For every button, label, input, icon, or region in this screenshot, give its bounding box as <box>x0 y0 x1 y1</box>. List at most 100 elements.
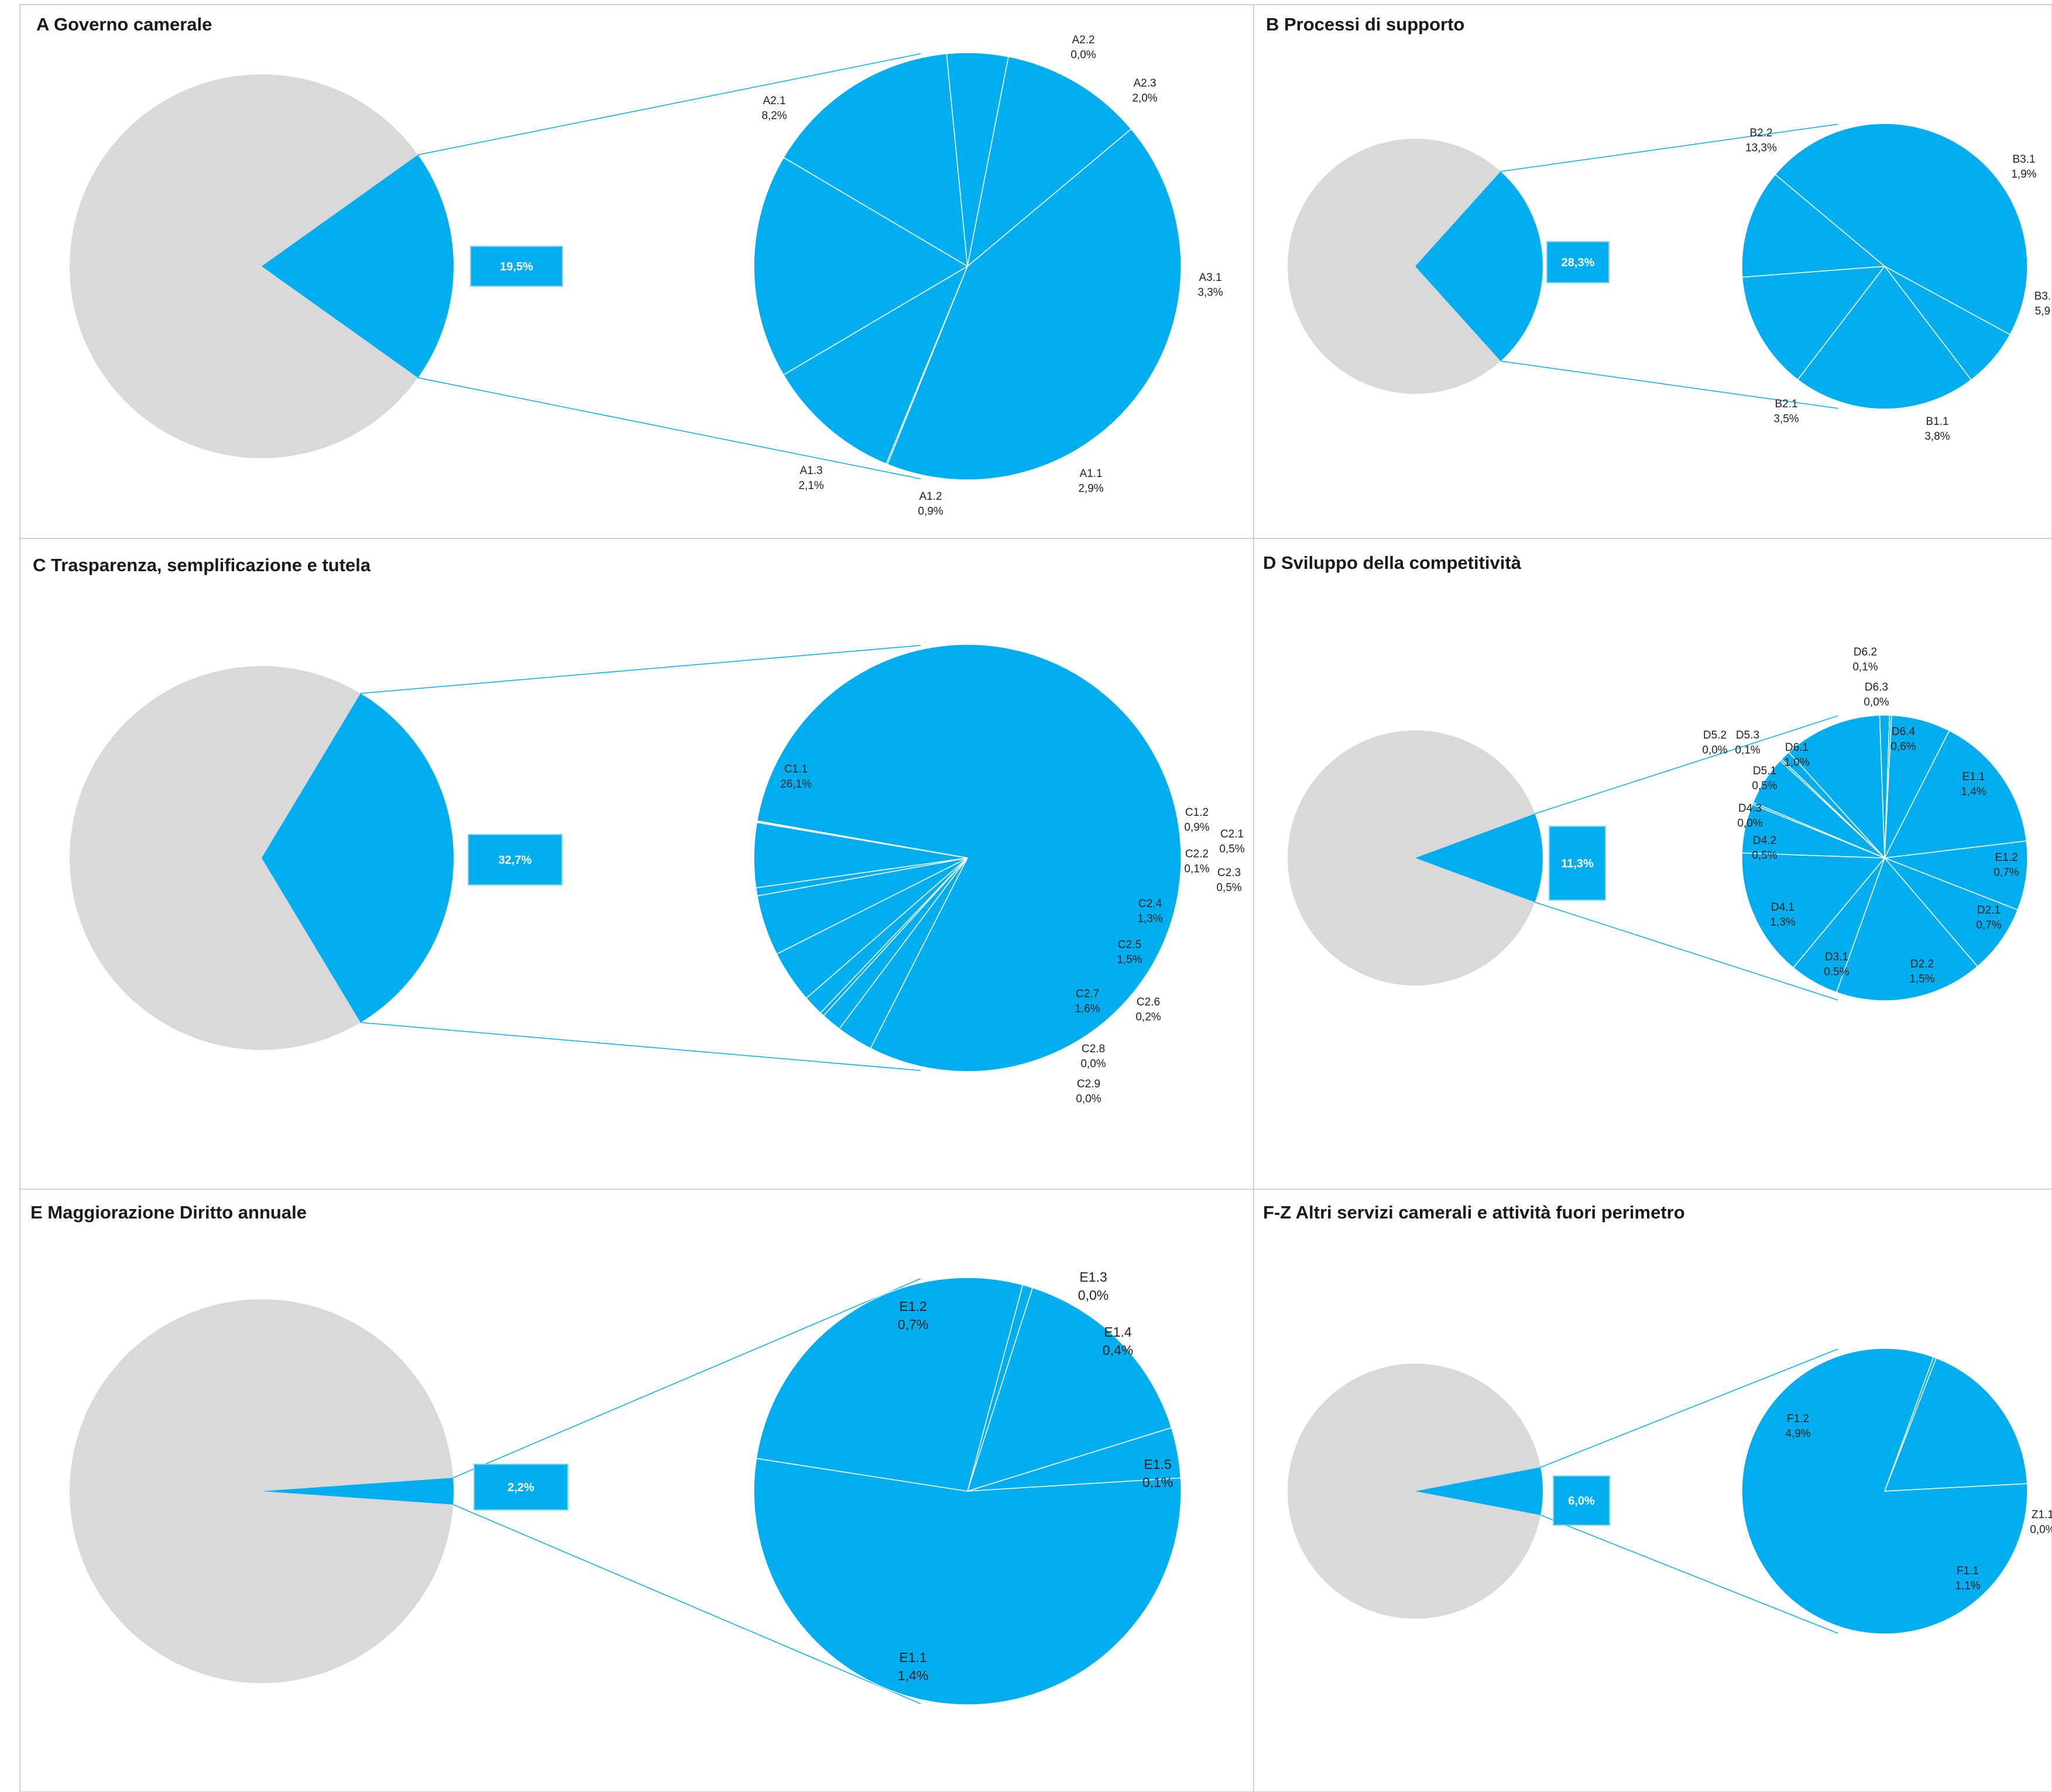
slice-label-name: C2.6 <box>1137 996 1160 1008</box>
detail-pie-slice <box>1741 1348 2028 1635</box>
slice-label-value: 0,5% <box>1219 843 1244 856</box>
slice-label-name: D4.3 <box>1738 802 1762 815</box>
slice-label: C2.2 0,1% <box>1184 848 1209 876</box>
slice-label: D4.2 0,5% <box>1752 835 1777 862</box>
connector-line-top <box>417 53 921 156</box>
slice-label-name: E1.2 <box>899 1299 927 1314</box>
detail-pie-slice <box>783 53 968 267</box>
chart-title: C Trasparenza, semplificazione e tutela <box>33 555 371 575</box>
slice-label: D5.1 0,5% <box>1752 765 1777 792</box>
slice-label: D6.1 1,0% <box>1784 741 1809 769</box>
connector-line-bottom <box>1535 901 1838 1001</box>
slice-label-value: 0,5% <box>1824 966 1849 979</box>
slice-label: F1.2 4,9% <box>1785 1413 1810 1440</box>
slice-label: E1.2 0,7% <box>898 1299 928 1332</box>
slice-label: C2.9 0,0% <box>1076 1078 1101 1106</box>
detail-pie-slice <box>1741 852 1885 969</box>
detail-pie-slice <box>1788 715 1885 859</box>
slice-label-value: 0,7% <box>1993 867 2019 879</box>
chart-title: A Governo camerale <box>36 14 212 35</box>
slice-label-name: Z1.1 <box>2032 1509 2052 1521</box>
slice-label-name: D2.1 <box>1977 904 2000 916</box>
detail-pie-slice <box>783 266 968 465</box>
slice-label-name: D4.2 <box>1753 835 1776 847</box>
highlight-value-box <box>1553 1475 1610 1526</box>
slice-label: D5.3 0,1% <box>1735 729 1760 757</box>
slice-label-value: 0,7% <box>898 1317 928 1332</box>
chart-title: D Sviluppo della competitività <box>1263 552 1522 573</box>
slice-label-value: 2,1% <box>798 480 823 492</box>
main-pie-rest-slice <box>69 1299 454 1683</box>
slice-label-value: 0,1% <box>1142 1475 1173 1490</box>
connector-line-bottom <box>452 1504 921 1704</box>
slice-label-value: 1,4% <box>898 1668 928 1683</box>
slice-label-name: C1.2 <box>1185 806 1209 819</box>
detail-pie-slice <box>887 128 1182 480</box>
slice-label-name: D4.1 <box>1771 901 1794 914</box>
slice-label: C2.8 0,0% <box>1080 1043 1106 1070</box>
highlight-value-label: 19,5% <box>500 260 533 273</box>
highlight-value-box <box>468 834 562 885</box>
panel-border <box>1253 1189 2052 1792</box>
slice-label: C2.1 0,5% <box>1219 828 1244 856</box>
slice-label-name: D5.1 <box>1753 765 1776 777</box>
slice-label-name: D2.2 <box>1910 958 1934 970</box>
slice-label-name: A2.3 <box>1133 77 1156 90</box>
slice-label-name: E1.2 <box>1995 852 2017 864</box>
highlight-value-label: 11,3% <box>1561 857 1594 870</box>
detail-pie-slice <box>753 1458 1182 1705</box>
slice-label-name: E1.3 <box>1079 1269 1107 1285</box>
slice-label-value: 1,3% <box>1770 916 1795 929</box>
slice-label-value: 3,5% <box>1773 413 1799 425</box>
slice-label: D5.2 0,0% <box>1702 729 1727 757</box>
connector-line-top <box>1540 1348 1838 1468</box>
main-pie-highlight-slice <box>262 155 454 378</box>
slice-label-value: 0,0% <box>1076 1093 1101 1106</box>
slice-label-value: 2,9% <box>1078 483 1103 495</box>
slice-label-name: A3.1 <box>1199 272 1221 284</box>
slice-label-value: 13,3% <box>1745 142 1777 155</box>
slice-label-name: F1.1 <box>1957 1565 1979 1577</box>
slice-label-value: 1,9% <box>2011 169 2036 181</box>
slice-label: B1.1 3,8% <box>1924 416 1950 443</box>
detail-pie-slice <box>1836 857 1978 1001</box>
connector-line-top <box>360 645 921 694</box>
slice-label: D6.2 0,1% <box>1852 646 1878 674</box>
main-pie-rest-slice <box>69 74 418 459</box>
main-pie-rest-slice <box>69 666 361 1050</box>
highlight-value-label: 2,2% <box>507 1481 534 1494</box>
highlight-value-box <box>470 246 563 287</box>
slice-label: F1.1 1,1% <box>1955 1565 1980 1592</box>
slice-label-name: E1.5 <box>1144 1457 1171 1472</box>
slice-label: E1.5 0,1% <box>1142 1457 1173 1490</box>
slice-label: C2.3 0,5% <box>1216 867 1241 894</box>
slice-label: D3.1 0,5% <box>1824 951 1849 979</box>
chart-title: F-Z Altri servizi camerali e attività fu… <box>1263 1202 1685 1223</box>
slice-label-value: 4,9% <box>1785 1428 1810 1440</box>
detail-pie-slice <box>1884 840 2028 911</box>
slice-label-name: B3. <box>2034 290 2051 303</box>
chart-panel: F-Z Altri servizi camerali e attività fu… <box>1253 1189 2052 1792</box>
slice-label-name: A1.2 <box>919 490 942 503</box>
slice-label-value: 0,0% <box>1737 818 1762 830</box>
slice-label: B3. 5,9 <box>2034 290 2051 318</box>
slice-label-value: 8,2% <box>761 110 787 122</box>
slice-label-name: D3.1 <box>1825 951 1848 963</box>
slice-label-name: B2.1 <box>1775 398 1797 410</box>
slice-label-value: 1,5% <box>1117 954 1142 966</box>
detail-pie-slice <box>1884 730 2027 859</box>
main-pie-highlight-slice <box>1415 171 1543 362</box>
slice-label-value: 0,0% <box>1702 744 1727 757</box>
highlight-value-box <box>1549 826 1606 901</box>
slice-label: C2.5 1,5% <box>1117 939 1142 966</box>
chart-panel: D Sviluppo della competitività 11,3% D6.2 0… <box>1253 538 2052 1190</box>
slice-label-name: D6.3 <box>1865 681 1888 694</box>
slice-label-value: 0,1% <box>1735 744 1760 757</box>
slice-label: B3.1 1,9% <box>2011 153 2036 181</box>
slice-label: Z1.1 0,0% <box>2030 1509 2052 1536</box>
slice-label-value: 1,1% <box>1955 1580 1980 1592</box>
slice-label: A1.1 2,9% <box>1078 468 1103 495</box>
detail-pie-slice <box>967 56 1132 267</box>
slice-label: D6.3 0,0% <box>1864 681 1889 709</box>
